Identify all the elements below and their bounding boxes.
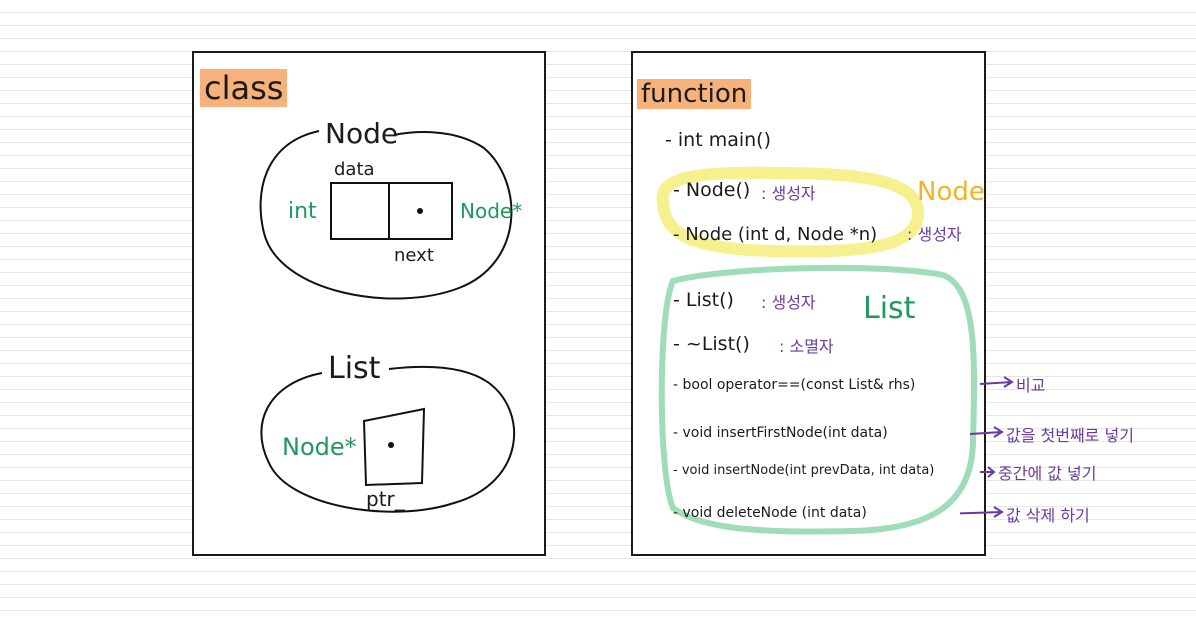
arrow-to-insert-middle	[980, 466, 996, 478]
node-field-next-label: next	[394, 245, 434, 266]
list-pointer-type-label: Node*	[282, 433, 357, 461]
class-diagram-drawing	[259, 130, 516, 513]
function-heading: function	[637, 79, 752, 109]
list-item-sig: - bool operator==(const List& rhs)	[673, 377, 916, 393]
insert-first-note: 값을 첫번째로 넣기	[1006, 426, 1134, 445]
node-blob-outline	[259, 130, 513, 300]
list-item-sig: - void insertFirstNode(int data)	[673, 425, 888, 441]
list-pointer-name-label: ptr_	[366, 487, 405, 511]
arrow-to-delete	[960, 506, 1004, 518]
node-data-type-label: int	[288, 199, 317, 224]
node-data-cell	[330, 182, 390, 240]
function-highlights-drawing	[656, 166, 978, 535]
node-next-pointer-dot	[417, 208, 423, 214]
node-next-cell	[388, 182, 453, 240]
delete-note: 값 삭제 하기	[1006, 506, 1090, 525]
list-blob-outline	[260, 365, 516, 513]
main-function-sig: - int main()	[665, 129, 772, 151]
node-class-title: Node	[325, 117, 399, 150]
node-item-sig: - Node (int d, Node *n)	[673, 224, 878, 245]
list-class-title: List	[328, 351, 381, 386]
list-item-sig: - void insertNode(int prevData, int data…	[673, 463, 935, 478]
compare-note: 비교	[1016, 376, 1046, 395]
node-group-label: Node	[917, 177, 985, 207]
node-field-data-label: data	[334, 159, 375, 180]
node-item-sig: - Node()	[673, 179, 751, 201]
node-group-highlight	[656, 166, 925, 258]
insert-middle-note: 중간에 값 넣기	[998, 464, 1097, 483]
arrow-to-insert-first	[969, 426, 1004, 438]
list-item-note: : 소멸자	[779, 337, 834, 356]
list-item-sig: - List()	[673, 289, 734, 311]
arrow-to-compare	[979, 376, 1014, 388]
node-next-type-label: Node*	[460, 199, 523, 223]
list-item-sig: - void deleteNode (int data)	[673, 505, 867, 521]
node-item-note: : 생성자	[761, 184, 816, 203]
list-item-sig: - ~List()	[673, 333, 750, 355]
list-group-label: List	[863, 291, 916, 326]
class-heading: class	[200, 69, 288, 107]
list-group-outline	[658, 264, 978, 535]
node-item-note: : 생성자	[907, 225, 962, 244]
list-ptr-dot	[388, 442, 394, 448]
class-panel: class Node data int Node* next List Node…	[192, 51, 546, 556]
list-item-note: : 생성자	[761, 293, 816, 312]
list-ptr-cell	[362, 407, 426, 487]
function-panel: function - int main() Node - Node() : 생성…	[631, 51, 986, 556]
arrow-notes-drawing	[960, 376, 1014, 518]
